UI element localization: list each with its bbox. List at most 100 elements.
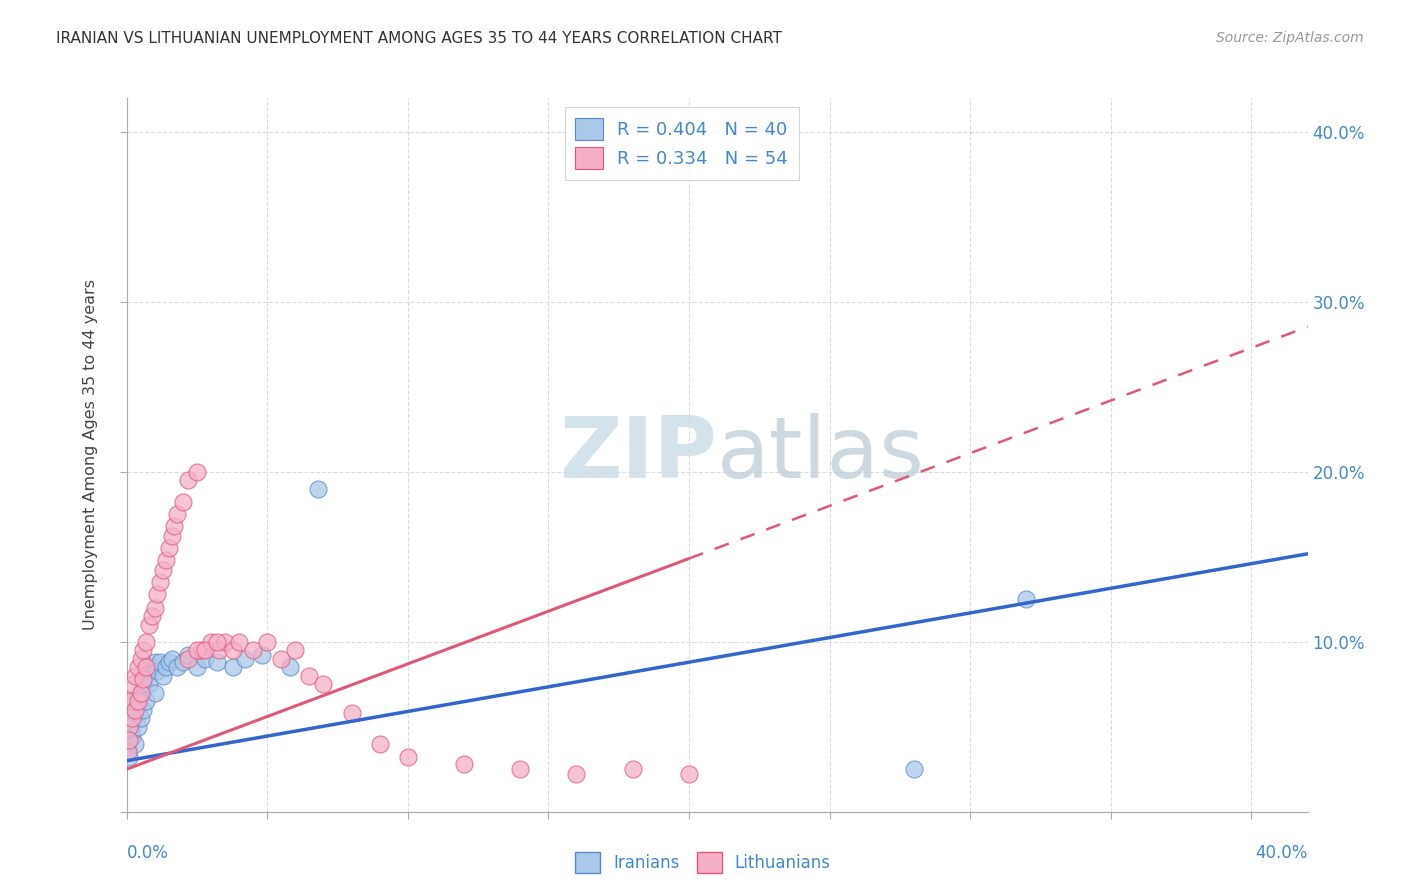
Point [172,655,194,669]
Point [118,720,141,734]
Point [141,609,163,624]
Point [120,723,142,738]
Point [200,635,222,649]
Point [129,711,152,725]
Point [121,730,143,744]
Point [143,686,166,700]
Point [222,660,245,674]
Point [903,762,925,776]
Point [307,482,329,496]
Point [124,706,146,721]
Point [135,669,157,683]
Legend: R = 0.404   N = 40, R = 0.334   N = 54: R = 0.404 N = 40, R = 0.334 N = 54 [565,107,799,180]
Text: atlas: atlas [717,413,925,497]
Point [132,703,155,717]
Point [118,733,141,747]
Point [138,677,160,691]
Point [135,694,157,708]
Text: 40.0%: 40.0% [1256,844,1308,862]
Point [228,635,250,649]
Point [214,635,236,649]
Point [121,711,143,725]
Point [396,750,419,764]
Point [270,652,292,666]
Point [143,655,166,669]
Point [312,677,335,691]
Text: ZIP: ZIP [560,413,717,497]
Point [135,660,157,674]
Point [1015,592,1038,607]
Point [129,686,152,700]
Point [368,737,391,751]
Point [242,643,264,657]
Text: IRANIAN VS LITHUANIAN UNEMPLOYMENT AMONG AGES 35 TO 44 YEARS CORRELATION CHART: IRANIAN VS LITHUANIAN UNEMPLOYMENT AMONG… [56,31,782,46]
Point [129,686,152,700]
Point [127,720,149,734]
Point [621,762,644,776]
Point [149,655,172,669]
Legend: Iranians, Lithuanians: Iranians, Lithuanians [568,846,838,880]
Text: Source: ZipAtlas.com: Source: ZipAtlas.com [1216,31,1364,45]
Point [138,617,160,632]
Point [172,495,194,509]
Point [166,660,188,674]
Point [298,669,321,683]
Point [160,652,183,666]
Point [124,737,146,751]
Point [124,694,146,708]
Point [256,635,278,649]
Point [155,553,177,567]
Point [250,648,273,663]
Point [121,677,143,691]
Point [157,541,180,556]
Point [177,648,200,663]
Point [509,762,531,776]
Point [205,655,228,669]
Point [135,635,157,649]
Point [152,564,174,578]
Point [177,474,200,488]
Point [222,643,245,657]
Point [177,652,200,666]
Point [157,655,180,669]
Point [160,529,183,543]
Point [565,767,588,781]
Point [186,660,208,674]
Point [127,699,149,714]
Point [152,669,174,683]
Point [124,669,146,683]
Point [143,600,166,615]
Point [149,575,172,590]
Point [340,706,363,721]
Point [191,643,214,657]
Point [186,465,208,479]
Point [118,750,141,764]
Point [117,745,139,759]
Point [124,703,146,717]
Y-axis label: Unemployment Among Ages 35 to 44 years: Unemployment Among Ages 35 to 44 years [83,279,98,631]
Point [146,587,169,601]
Point [127,694,149,708]
Point [678,767,700,781]
Point [233,652,256,666]
Point [186,643,208,657]
Point [194,652,217,666]
Point [141,660,163,674]
Point [120,694,142,708]
Point [121,711,143,725]
Point [132,643,155,657]
Point [194,643,217,657]
Point [155,660,177,674]
Point [132,677,155,691]
Point [166,508,188,522]
Point [163,519,186,533]
Point [118,733,141,747]
Point [453,757,475,772]
Point [205,635,228,649]
Text: 0.0%: 0.0% [127,844,169,862]
Point [132,672,155,686]
Point [208,643,231,657]
Point [127,660,149,674]
Point [129,652,152,666]
Point [117,740,139,755]
